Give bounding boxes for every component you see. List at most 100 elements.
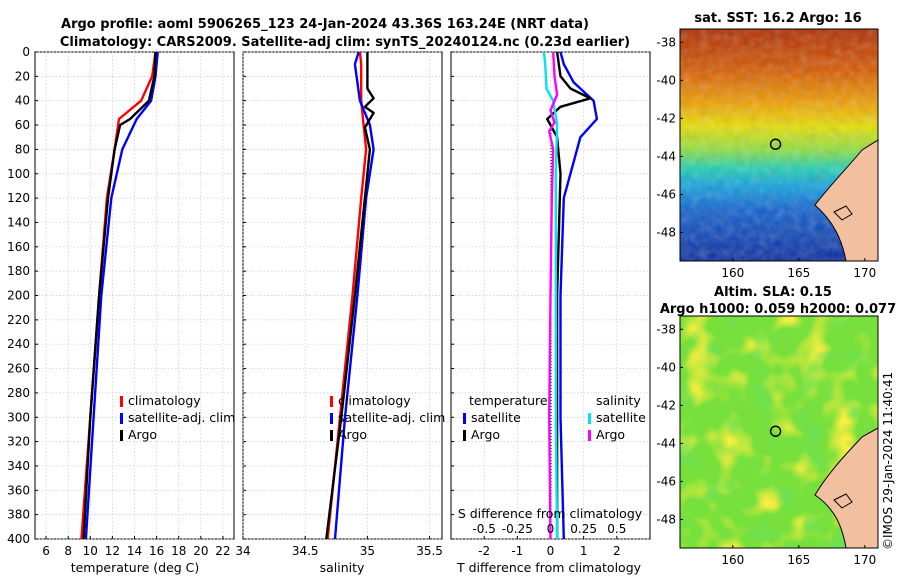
depth-tick-label: 220 <box>7 313 30 327</box>
sla-map: Altim. SLA: 0.15 Argo h1000: 0.059 h2000… <box>656 285 896 567</box>
x-tick-label: 14 <box>127 544 142 558</box>
salinity-tick-labels: 34 34.5 35 35.5 <box>235 544 443 558</box>
temperature-argo-line <box>82 52 157 539</box>
x-tick-label: 35.5 <box>416 544 443 558</box>
legend-sal-argo-swatch <box>588 430 591 441</box>
sla-map-title: Altim. SLA: 0.15 <box>714 285 832 300</box>
temperature-grid <box>35 51 234 540</box>
depth-tick-label: 120 <box>7 191 30 205</box>
x-tick-label: 1 <box>580 544 588 558</box>
sst-lat-ticks: -38 -40 -42 -44 -46 -48 <box>656 35 683 239</box>
salinity-climatology-line <box>326 52 368 539</box>
x-tick-label: 16 <box>149 544 164 558</box>
x-tick-label: 0 <box>547 544 555 558</box>
difference-legend-temperature: temperature satellite Argo <box>463 393 548 442</box>
depth-tick-label: 140 <box>7 215 30 229</box>
temperature-tick-labels: 6 8 10 12 14 16 18 20 22 <box>42 544 230 558</box>
depth-tick-label: 280 <box>7 386 30 400</box>
difference-legend-salinity: salinity satellite Argo <box>588 393 646 442</box>
sla-lon-ticks: 160 165 170 <box>721 545 876 567</box>
lat-tick-label: -46 <box>656 187 676 201</box>
lon-tick-label: 170 <box>853 266 876 280</box>
diff-salinity-argo-line <box>548 52 559 539</box>
x-tick-label: -1 <box>511 544 523 558</box>
temperature-satellite-adj-clim-line <box>84 52 159 539</box>
lat-tick-label: -42 <box>656 398 676 412</box>
temperature-difference-xlabel: T difference from climatology <box>456 560 642 575</box>
depth-tick-label: 100 <box>7 167 30 181</box>
imos-credit: ©IMOS 29-Jan-2024 11:40:41 <box>881 372 895 550</box>
x-tick-label: 35 <box>360 544 375 558</box>
legend-temp-argo-swatch <box>463 430 466 441</box>
legend-satellite-label: satellite-adj. clim <box>128 410 235 425</box>
sal-legend-climatology-label: climatology <box>338 393 411 408</box>
salinity-difference-label: S difference from climatology <box>458 506 643 521</box>
legend-argo-swatch <box>120 430 123 441</box>
sst-land-new-zealand <box>814 139 878 261</box>
legend-climatology-label: climatology <box>128 393 201 408</box>
temperature-lines <box>80 52 159 539</box>
legend-temp-satellite-swatch <box>463 413 466 424</box>
x-tick-label: 22 <box>215 544 230 558</box>
difference-panel: -2 -1 0 1 2 -0.5 -0.25 0 0.25 0.5 S difference f… <box>450 51 651 575</box>
lat-tick-label: -40 <box>656 360 676 374</box>
depth-tick-label: 180 <box>7 264 30 278</box>
depth-tick-label: 20 <box>15 69 30 83</box>
sla-lat-ticks: -38 -40 -42 -44 -46 -48 <box>656 322 683 526</box>
s-diff-tick-label: -0.25 <box>502 522 533 536</box>
sal-legend-argo-swatch <box>330 430 333 441</box>
sla-heatmap <box>680 316 878 548</box>
depth-tick-label: 320 <box>7 435 30 449</box>
x-tick-label: 6 <box>42 544 50 558</box>
x-tick-label: 34.5 <box>292 544 319 558</box>
sla-map-frame <box>679 315 879 549</box>
salinity-difference-tick-labels: -0.5 -0.25 0 0.25 0.5 <box>472 522 626 536</box>
legend-temperature-heading: temperature <box>469 393 548 408</box>
difference-lines <box>542 52 599 539</box>
depth-tick-label: 240 <box>7 337 30 351</box>
depth-tick-label: 0 <box>22 45 30 59</box>
salinity-satellite-adj-clim-line <box>333 52 375 539</box>
s-diff-tick-label: 0 <box>547 522 555 536</box>
legend-sal-satellite-swatch <box>588 413 591 424</box>
lat-tick-label: -48 <box>656 512 676 526</box>
sal-legend-argo-label: Argo <box>338 427 367 442</box>
sal-legend-climatology-swatch <box>330 396 333 407</box>
sst-map-frame <box>679 28 879 262</box>
x-tick-label: 10 <box>83 544 98 558</box>
legend-climatology-swatch <box>120 396 123 407</box>
sal-legend-satellite-label: satellite-adj. clim <box>338 410 445 425</box>
sla-map-subtitle: Argo h1000: 0.059 h2000: 0.077 <box>660 302 896 317</box>
lon-tick-label: 165 <box>787 553 810 567</box>
legend-sal-argo-label: Argo <box>596 427 625 442</box>
x-tick-label: 20 <box>193 544 208 558</box>
sst-lon-ticks: 160 165 170 <box>721 258 876 280</box>
sla-land-new-zealand <box>814 427 878 548</box>
legend-salinity-heading: salinity <box>596 393 641 408</box>
lat-tick-label: -46 <box>656 474 676 488</box>
s-diff-tick-label: -0.5 <box>472 522 495 536</box>
diff-salinity-satellite-line <box>542 52 559 539</box>
depth-tick-label: 340 <box>7 459 30 473</box>
lat-tick-label: -44 <box>656 436 676 450</box>
s-diff-tick-label: 0.5 <box>607 522 626 536</box>
salinity-grid <box>242 51 442 540</box>
depth-tick-label: 40 <box>15 94 30 108</box>
sst-map-title: sat. SST: 16.2 Argo: 16 <box>694 11 861 26</box>
lon-tick-label: 160 <box>721 553 744 567</box>
temperature-panel: 0 20 40 60 80 100 120 140 160 180 200 220 240 260 280 3… <box>7 45 235 575</box>
lat-tick-label: -38 <box>656 322 676 336</box>
legend-temp-satellite-label: satellite <box>471 410 521 425</box>
x-tick-label: 18 <box>171 544 186 558</box>
salinity-argo-line <box>325 52 375 539</box>
lon-tick-label: 160 <box>721 266 744 280</box>
legend-sal-satellite-label: satellite <box>596 410 646 425</box>
depth-tick-label: 200 <box>7 289 30 303</box>
legend-temp-argo-label: Argo <box>471 427 500 442</box>
depth-tick-label: 380 <box>7 508 30 522</box>
legend-argo-label: Argo <box>128 427 157 442</box>
depth-tick-label: 80 <box>15 142 30 156</box>
temperature-legend: climatology satellite-adj. clim Argo <box>120 393 235 442</box>
salinity-xlabel: salinity <box>320 560 365 575</box>
